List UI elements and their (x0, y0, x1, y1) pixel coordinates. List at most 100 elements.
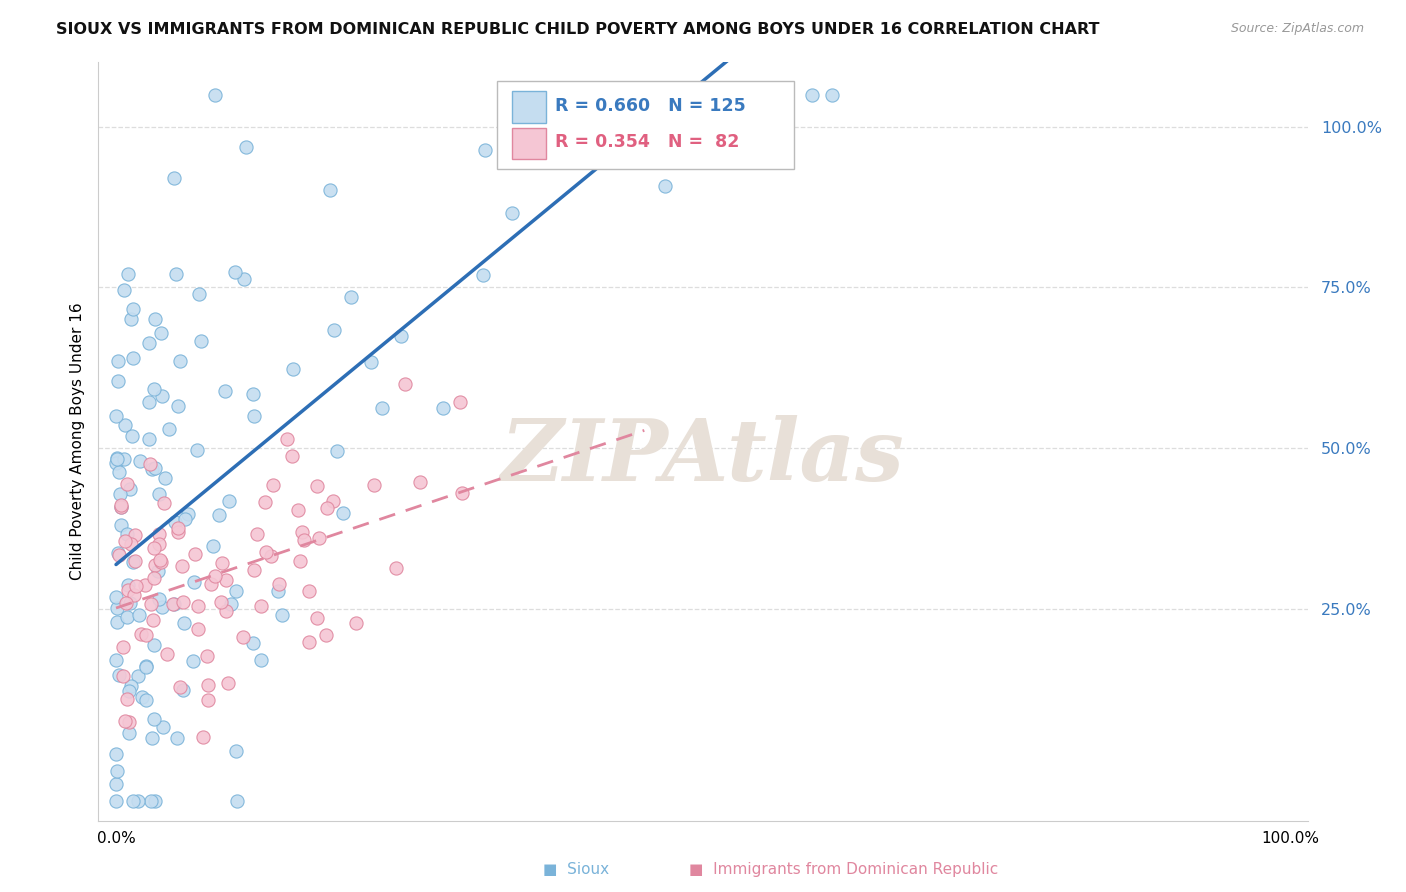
Point (170, 559, 193, 574)
Point (148, 487, 170, 501)
Point (449, 394, 471, 409)
Point (176, 507, 198, 521)
Point (110, 500, 132, 515)
Point (821, 87, 844, 102)
Point (298, 583, 321, 598)
Point (105, 409, 128, 424)
Point (127, 668, 149, 682)
Point (108, 465, 131, 479)
Point (163, 597, 186, 611)
Point (200, 577, 222, 591)
Point (135, 659, 157, 673)
Point (801, 87, 824, 102)
Point (217, 676, 239, 690)
Point (204, 87, 226, 102)
Point (112, 451, 135, 466)
Point (215, 604, 238, 618)
Bar (512, 128, 546, 160)
Point (305, 479, 328, 493)
Point (474, 143, 496, 157)
Point (121, 311, 143, 326)
Point (141, 461, 163, 475)
Point (233, 272, 256, 286)
Point (117, 692, 139, 706)
Point (173, 615, 195, 630)
Point (371, 401, 394, 415)
Point (209, 595, 232, 609)
Text: SIOUX VS IMMIGRANTS FROM DOMINICAN REPUBLIC CHILD POVERTY AMONG BOYS UNDER 16 CO: SIOUX VS IMMIGRANTS FROM DOMINICAN REPUB… (56, 22, 1099, 37)
Point (167, 521, 190, 535)
Point (389, 329, 412, 343)
Point (121, 301, 143, 316)
Point (165, 267, 187, 281)
Point (250, 599, 273, 614)
Point (242, 409, 264, 424)
Point (124, 554, 146, 568)
Point (114, 533, 136, 548)
Point (225, 744, 247, 758)
Point (148, 565, 170, 579)
Point (232, 630, 254, 644)
Point (143, 712, 166, 726)
Point (270, 608, 292, 623)
Point (125, 579, 148, 593)
Point (172, 595, 194, 609)
Point (127, 794, 149, 808)
Point (128, 608, 150, 623)
Point (450, 485, 472, 500)
Point (138, 432, 160, 446)
Point (242, 386, 264, 401)
Point (142, 613, 165, 627)
Point (149, 553, 172, 567)
Point (134, 578, 156, 592)
Point (246, 526, 269, 541)
Point (142, 639, 165, 653)
Point (110, 500, 132, 515)
Text: ■  Immigrants from Dominican Republic: ■ Immigrants from Dominican Republic (689, 863, 998, 877)
Point (214, 384, 236, 399)
Point (360, 355, 382, 369)
Point (157, 422, 180, 436)
FancyBboxPatch shape (498, 81, 793, 169)
Point (107, 546, 129, 560)
Point (184, 547, 207, 561)
Point (344, 616, 367, 631)
Point (155, 471, 177, 485)
Point (105, 794, 128, 808)
Point (115, 610, 138, 624)
Point (169, 354, 191, 368)
Point (204, 569, 226, 583)
Point (105, 747, 128, 762)
Point (260, 549, 283, 563)
Point (472, 268, 495, 282)
Point (288, 554, 311, 568)
Point (150, 326, 173, 340)
Point (224, 265, 246, 279)
Point (108, 548, 131, 562)
Point (322, 322, 344, 336)
Point (332, 507, 354, 521)
Point (186, 443, 208, 458)
Point (118, 683, 141, 698)
Point (139, 457, 162, 471)
Point (112, 669, 135, 683)
Point (117, 267, 139, 281)
Point (143, 558, 166, 572)
Point (287, 503, 309, 517)
Point (105, 615, 128, 629)
Point (502, 113, 524, 128)
Point (501, 206, 523, 220)
Point (145, 461, 167, 475)
Point (105, 591, 128, 605)
Point (135, 628, 157, 642)
Point (108, 487, 131, 501)
Point (150, 389, 173, 403)
Text: R = 0.660   N = 125: R = 0.660 N = 125 (555, 96, 747, 115)
Point (409, 475, 432, 490)
Point (124, 588, 146, 602)
Point (110, 499, 132, 513)
Point (108, 667, 131, 681)
Bar (512, 91, 546, 123)
Point (363, 478, 385, 492)
Point (115, 477, 138, 491)
